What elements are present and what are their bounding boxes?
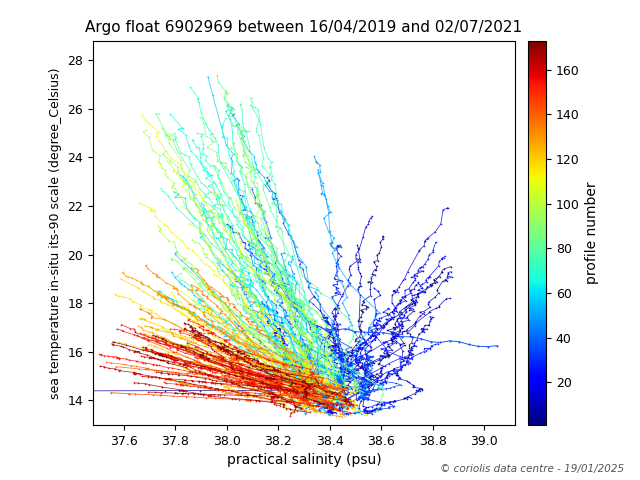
X-axis label: practical salinity (psu): practical salinity (psu): [227, 453, 381, 467]
Text: © coriolis data centre - 19/01/2025: © coriolis data centre - 19/01/2025: [440, 464, 624, 474]
Title: Argo float 6902969 between 16/04/2019 and 02/07/2021: Argo float 6902969 between 16/04/2019 an…: [85, 21, 523, 36]
Y-axis label: profile number: profile number: [585, 181, 599, 284]
Y-axis label: sea temperature in-situ its-90 scale (degree_Celsius): sea temperature in-situ its-90 scale (de…: [49, 67, 61, 398]
